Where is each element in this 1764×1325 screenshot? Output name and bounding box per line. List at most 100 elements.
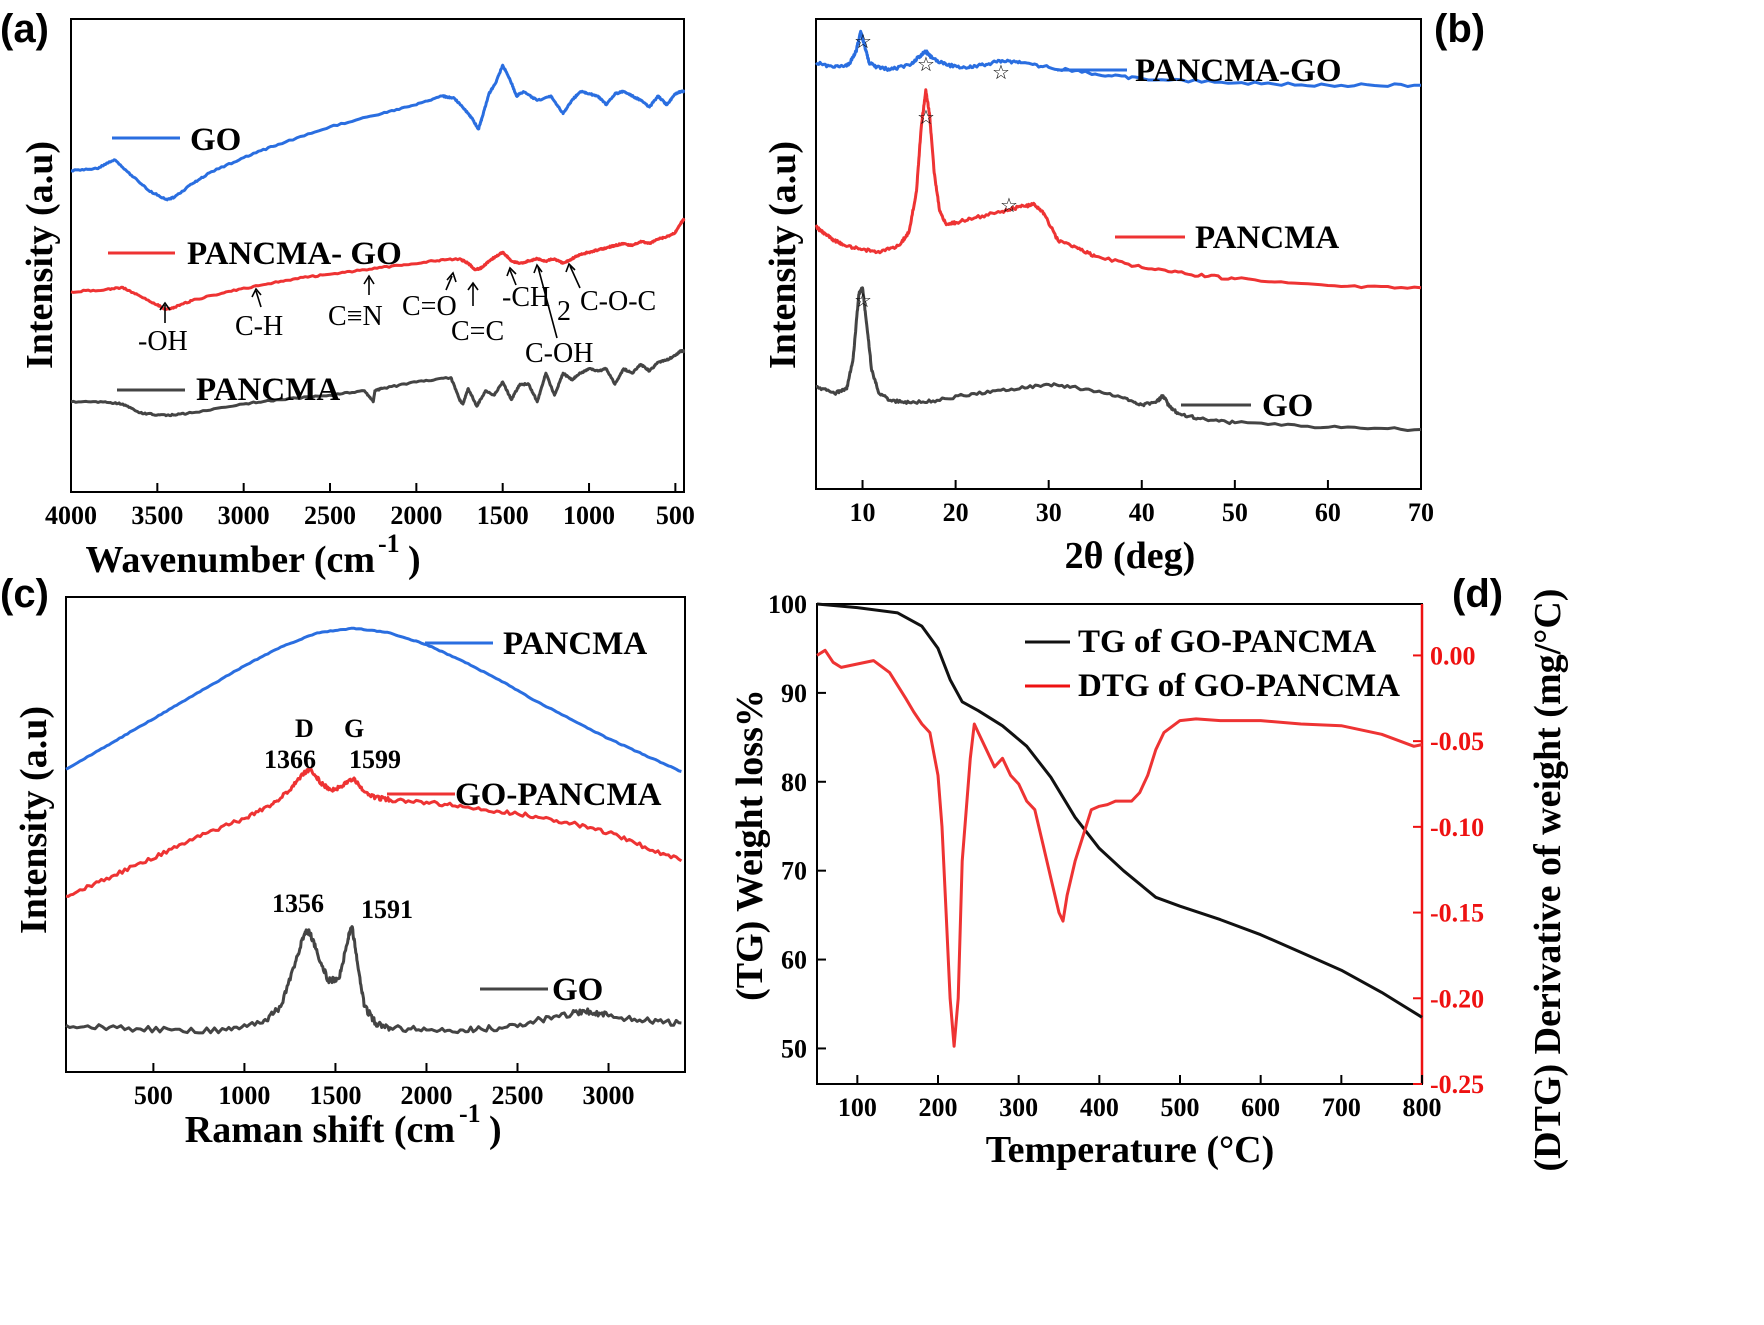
star-marker: ☆ bbox=[854, 290, 872, 312]
xtick-label: 60 bbox=[1315, 498, 1341, 527]
legend-a-go: GO bbox=[190, 122, 241, 158]
legend-a-pancma-go: PANCMA- GO bbox=[187, 236, 402, 272]
series-pancma-line bbox=[65, 626, 682, 773]
legend-d-dtg: DTG of GO-PANCMA bbox=[1078, 668, 1400, 704]
xtick-label: 1500 bbox=[309, 1081, 361, 1110]
panel-b-series bbox=[814, 29, 1422, 432]
panel-a-xlabel-close: ) bbox=[408, 539, 421, 581]
star-marker: ☆ bbox=[917, 54, 935, 76]
panel-b-xticks: 10 20 30 40 50 60 70 bbox=[850, 480, 1434, 527]
xtick-label: 4000 bbox=[45, 501, 97, 530]
ytick-left-label: 100 bbox=[768, 590, 807, 619]
xtick-label: 2500 bbox=[304, 501, 356, 530]
annotation-co: C=O bbox=[402, 291, 457, 322]
xtick-label: 2000 bbox=[390, 501, 442, 530]
xtick-label: 500 bbox=[134, 1081, 173, 1110]
xtick-label: 500 bbox=[656, 501, 695, 530]
series-go-line bbox=[70, 63, 686, 202]
panel-a-annotation-arrows bbox=[159, 262, 581, 339]
panel-b-xlabel: 2θ (deg) bbox=[1065, 535, 1196, 577]
panel-a-label: (a) bbox=[0, 7, 49, 51]
xtick-label: 2000 bbox=[400, 1081, 452, 1110]
panel-d-label: (d) bbox=[1452, 572, 1503, 616]
legend-d-tg: TG of GO-PANCMA bbox=[1078, 624, 1376, 660]
xtick-label: 10 bbox=[850, 498, 876, 527]
ytick-right-label: -0.25 bbox=[1430, 1070, 1484, 1099]
xtick-label: 3000 bbox=[583, 1081, 635, 1110]
ytick-left-label: 60 bbox=[781, 946, 807, 975]
ytick-right-label: -0.05 bbox=[1430, 727, 1484, 756]
ytick-right-label: 0.00 bbox=[1430, 641, 1476, 670]
peak-1366-label: 1366 bbox=[264, 745, 316, 774]
annotation-cc: C=C bbox=[451, 316, 504, 347]
xtick-label: 1000 bbox=[218, 1081, 270, 1110]
panel-a-ftir: (a) 4000 3500 3000 2500 2000 1500 1000 500 Inte… bbox=[0, 7, 695, 581]
ytick-left-label: 80 bbox=[781, 768, 807, 797]
annotation-ch2-sub: 2 bbox=[557, 296, 571, 327]
panel-d-tga: (d) 100 200 300 400 500 600 700 800506070809010… bbox=[729, 572, 1569, 1171]
panel-b-peak-markers: ☆ ☆ ☆ ☆ ☆ ☆ bbox=[854, 31, 1018, 312]
panel-b-ylabel: Intensity (a.u) bbox=[762, 141, 804, 369]
legend-c-go-pancma: GO-PANCMA bbox=[455, 777, 662, 813]
legend-b-go: GO bbox=[1262, 388, 1313, 424]
xtick-label: 70 bbox=[1408, 498, 1434, 527]
xtick-label: 30 bbox=[1036, 498, 1062, 527]
legend-c-go: GO bbox=[552, 972, 603, 1008]
legend-c-pancma: PANCMA bbox=[503, 626, 647, 662]
panel-d-series bbox=[816, 602, 1423, 1048]
legend-a-pancma: PANCMA bbox=[196, 372, 340, 408]
peak-d-label: D bbox=[295, 714, 314, 743]
xtick-label: 600 bbox=[1241, 1093, 1280, 1122]
annotation-coh: C-OH bbox=[525, 338, 593, 369]
panel-c-label: (c) bbox=[0, 572, 49, 616]
panel-c-xlabel-sup: -1 bbox=[459, 1099, 481, 1128]
xtick-label: 700 bbox=[1322, 1093, 1361, 1122]
panel-b-label: (b) bbox=[1434, 7, 1485, 51]
panel-c-series bbox=[65, 626, 683, 1035]
ytick-left-label: 90 bbox=[781, 679, 807, 708]
series-go-pancma-line bbox=[65, 767, 683, 898]
panel-a-xlabel-sup: -1 bbox=[378, 529, 400, 558]
panel-d-ylabel-right: (DTG) Derivative of weight (mg/°C) bbox=[1527, 589, 1569, 1172]
xtick-label: 2500 bbox=[492, 1081, 544, 1110]
ytick-right-label: -0.15 bbox=[1430, 899, 1484, 928]
xtick-label: 800 bbox=[1403, 1093, 1442, 1122]
series-go-line bbox=[65, 925, 682, 1035]
ytick-right-label: -0.10 bbox=[1430, 813, 1484, 842]
panel-a-xlabel: Wavenumber (cm bbox=[85, 539, 375, 581]
panel-d-ylabel-left: (TG) Weight loss% bbox=[729, 689, 771, 1001]
panel-a-frame bbox=[70, 18, 685, 493]
peak-g-label: G bbox=[344, 714, 364, 743]
legend-b-pancma-go: PANCMA-GO bbox=[1135, 53, 1342, 89]
xtick-label: 20 bbox=[943, 498, 969, 527]
annotation-cn: C≡N bbox=[328, 301, 383, 332]
series-pancma-line bbox=[814, 88, 1422, 290]
annotation-coc: C-O-C bbox=[580, 286, 656, 317]
series-pancma-go-line bbox=[70, 217, 686, 311]
xtick-label: 200 bbox=[919, 1093, 958, 1122]
xtick-label: 3000 bbox=[218, 501, 270, 530]
series-go-line bbox=[815, 286, 1422, 432]
star-marker: ☆ bbox=[917, 107, 935, 129]
panel-d-xlabel: Temperature (°C) bbox=[986, 1129, 1275, 1171]
series-pancma-go-line bbox=[814, 29, 1421, 88]
ytick-right-label: -0.20 bbox=[1430, 984, 1484, 1013]
xtick-label: 50 bbox=[1222, 498, 1248, 527]
xtick-label: 1500 bbox=[477, 501, 529, 530]
xtick-label: 300 bbox=[999, 1093, 1038, 1122]
panel-a-series bbox=[70, 63, 686, 418]
panel-c-raman: (c) 500 1000 1500 2000 2500 3000 Intensity (a… bbox=[0, 572, 686, 1151]
star-marker: ☆ bbox=[992, 62, 1010, 84]
panel-c-xlabel-close: ) bbox=[489, 1109, 502, 1151]
panel-d-ticks: 100 200 300 400 500 600 700 800 50 60 70 80 90 100 0.0… bbox=[768, 590, 1484, 1122]
xtick-label: 3500 bbox=[131, 501, 183, 530]
peak-1599-label: 1599 bbox=[349, 745, 401, 774]
legend-b-pancma: PANCMA bbox=[1195, 220, 1339, 256]
panel-a-xticks: 4000 3500 3000 2500 2000 1500 1000 500 bbox=[45, 483, 695, 530]
xtick-label: 500 bbox=[1161, 1093, 1200, 1122]
ytick-left-label: 70 bbox=[781, 857, 807, 886]
panel-b-xrd: (b) 10 20 30 40 50 60 70 Intensity (a.u) 2θ (d… bbox=[762, 7, 1485, 577]
xtick-label: 400 bbox=[1080, 1093, 1119, 1122]
panel-c-frame bbox=[65, 596, 686, 1073]
